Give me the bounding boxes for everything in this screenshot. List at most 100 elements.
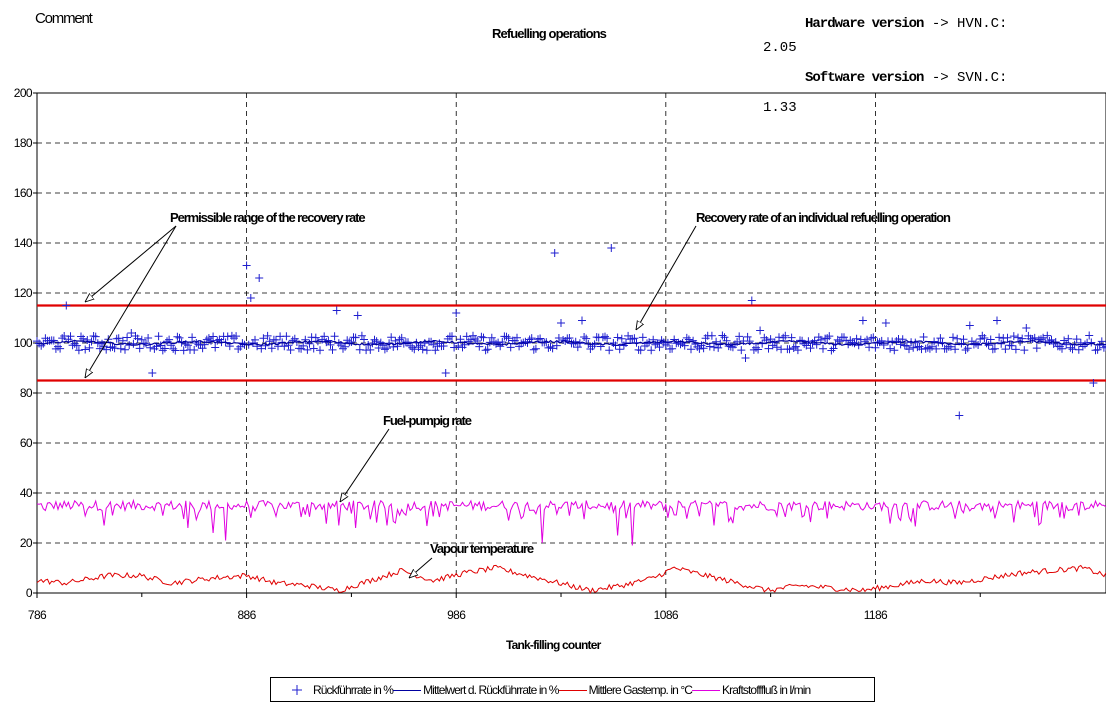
recovery-point [1014, 333, 1022, 342]
recovery-point [536, 334, 545, 343]
recovery-point [890, 346, 899, 355]
recovery-point [861, 337, 869, 346]
recovery-point [737, 346, 746, 355]
comment-label: Comment [35, 10, 93, 27]
x-tick-label: 886 [237, 608, 256, 622]
recovery-point [1058, 344, 1066, 353]
recovery-point [232, 332, 241, 341]
recovery-point [408, 343, 417, 352]
gas-temp-line [36, 564, 1106, 595]
recovery-point [628, 334, 637, 343]
recovery-point [62, 301, 71, 310]
software-version-value: 1.33 [763, 100, 797, 116]
recovery-point [603, 334, 612, 343]
recovery-point [370, 335, 379, 344]
recovery-point [316, 346, 324, 355]
annotation-arrow [85, 225, 177, 302]
recovery-point [892, 337, 901, 346]
hardware-version-value: 2.05 [763, 40, 797, 56]
recovery-point [332, 306, 341, 315]
recovery-point [689, 336, 698, 345]
recovery-point [391, 336, 400, 345]
recovery-point [580, 333, 589, 341]
recovery-point [655, 343, 664, 352]
recovery-point [454, 342, 463, 350]
y-tick-labels: 0 20 40 60 80 100 120 140 160 180 200 [14, 86, 34, 600]
recovery-point [995, 333, 1004, 342]
recovery-point [743, 332, 752, 341]
recovery-point [190, 346, 199, 354]
recovery-point [840, 333, 848, 342]
recovery-point [919, 333, 928, 341]
recovery-point [812, 340, 821, 349]
recovery-point [121, 345, 129, 354]
software-ref-text: -> SVN.C: [931, 70, 1008, 86]
recovery-point [286, 346, 295, 354]
recovery-point [687, 345, 695, 354]
annotation-arrow [409, 557, 433, 578]
recovery-point [624, 331, 633, 340]
recovery-point [255, 274, 264, 282]
recovery-point [106, 343, 115, 352]
recovery-point [534, 335, 542, 344]
recovery-point [1037, 335, 1045, 344]
legend-item-recovery-rate: Rückführrate in % [283, 683, 394, 697]
recovery-point [932, 344, 941, 353]
recovery-point [605, 346, 614, 355]
recovery-point [785, 345, 794, 354]
recovery-point [422, 346, 431, 355]
recovery-point [850, 339, 859, 348]
y-tick-label: 80 [20, 386, 33, 400]
recovery-point [513, 333, 521, 342]
recovery-point [324, 336, 333, 345]
chart-annotations: Permissible range of the recovery rate Re… [85, 210, 952, 578]
recovery-point [441, 369, 450, 377]
recovery-point [720, 333, 729, 342]
recovery-point [722, 336, 731, 345]
recovery-point [357, 331, 366, 340]
recovery-point [573, 343, 582, 352]
recovery-point [582, 334, 591, 343]
recovery-point [471, 335, 480, 343]
recovery-point [869, 333, 878, 342]
recovery-point [81, 345, 90, 354]
recovery-point [764, 344, 773, 353]
recovery-point [418, 345, 427, 354]
recovery-point [230, 334, 238, 343]
recovery-point [309, 344, 318, 353]
recovery-point [959, 335, 968, 344]
recovery-point [733, 337, 742, 346]
recovery-point [171, 346, 180, 355]
recovery-point [74, 346, 83, 355]
recovery-point [188, 333, 197, 342]
legend-label: Mittlere Gastemp. in °C [588, 682, 693, 697]
recovery-point [829, 344, 838, 353]
recovery-point [1003, 333, 1012, 342]
recovery-point [469, 331, 477, 340]
recovery-point [49, 336, 58, 345]
recovery-point [360, 335, 368, 344]
recovery-point [108, 342, 117, 351]
y-tick-label: 40 [20, 486, 33, 500]
recovery-point [986, 335, 995, 344]
legend-plus-marker [283, 683, 311, 697]
recovery-point [531, 344, 540, 353]
recovery-point [506, 343, 515, 352]
recovery-point [613, 333, 622, 342]
recovery-point [565, 334, 574, 342]
x-tick-label: 986 [447, 608, 466, 622]
recovery-point [85, 343, 94, 352]
recovery-point [1007, 341, 1016, 350]
recovery-point [630, 334, 639, 343]
recovery-point [477, 332, 486, 341]
recovery-point [280, 342, 289, 351]
software-label-text: Software version [805, 70, 924, 86]
recovery-point [272, 335, 280, 344]
recovery-point [431, 346, 440, 355]
recovery-point [380, 345, 389, 354]
recovery-point [462, 332, 471, 341]
recovery-point [137, 335, 146, 344]
recovery-point [928, 342, 936, 351]
recovery-point [598, 333, 607, 342]
recovery-point [617, 334, 626, 343]
